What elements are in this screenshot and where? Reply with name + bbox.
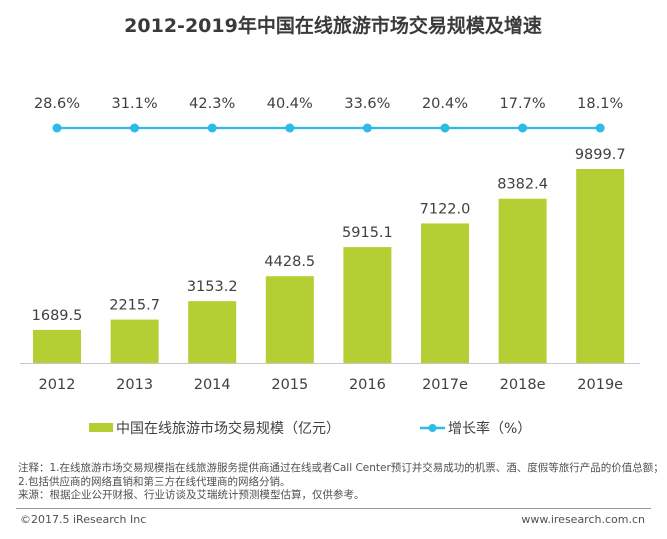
growth-point-2015 [285, 123, 295, 133]
bar-value-label: 2215.7 [109, 298, 160, 314]
growth-point-2016 [362, 123, 372, 133]
bar-2018e [498, 198, 547, 363]
note-source: 来源：根据企业公开财报、行业访谈及艾瑞统计预测模型估算，仅供参考。 [18, 489, 365, 501]
footer-divider [16, 508, 651, 509]
x-tick-label: 2017e [422, 377, 468, 393]
bar-2015 [265, 276, 314, 363]
bar-value-label: 9899.7 [575, 147, 626, 163]
x-tick-label: 2012 [39, 377, 76, 393]
legend-bar-swatch [89, 423, 113, 432]
growth-rate-label: 42.3% [189, 96, 235, 112]
notes: 注释：1.在线旅游市场交易规模指在线旅游服务提供商通过在线或者Call Cent… [18, 462, 658, 503]
growth-rate-label: 18.1% [577, 96, 623, 112]
growth-rate-label: 20.4% [422, 96, 468, 112]
bar-value-label: 7122.0 [420, 201, 471, 217]
copyright: ©2017.5 iResearch Inc [20, 513, 147, 526]
note-line-2: 2.包括供应商的网络直销和第三方在线代理商的网络分销。 [18, 475, 291, 488]
growth-rate-label: 17.7% [500, 96, 546, 112]
chart: 2012-2019年中国在线旅游市场交易规模及增速 28.6% 31.1% 42.3… [20, 14, 640, 437]
x-axis-ticks: 2012 2013 2014 2015 2016 2017e 2018e 2019e [39, 377, 624, 393]
bar-value-label: 4428.5 [264, 254, 315, 270]
growth-rate-label: 28.6% [34, 96, 80, 112]
growth-point-2018e [518, 123, 528, 133]
growth-rate-label: 33.6% [344, 96, 390, 112]
chart-title: 2012-2019年中国在线旅游市场交易规模及增速 [124, 14, 542, 37]
bar-value-label: 1689.5 [32, 308, 83, 324]
legend: 中国在线旅游市场交易规模（亿元） 增长率（%） [89, 420, 531, 437]
growth-point-2014 [207, 123, 217, 133]
x-tick-label: 2018e [500, 377, 546, 393]
x-tick-label: 2013 [116, 377, 153, 393]
growth-rate-label: 31.1% [112, 96, 158, 112]
x-tick-label: 2016 [349, 377, 386, 393]
growth-point-2019e [595, 123, 605, 133]
bar-2012 [33, 329, 81, 363]
bar-value-label: 8382.4 [497, 177, 548, 193]
x-tick-label: 2014 [194, 377, 231, 393]
bar-value-label: 3153.2 [187, 279, 238, 295]
bar-value-label: 5915.1 [342, 225, 393, 241]
note-line-1: 注释：1.在线旅游市场交易规模指在线旅游服务提供商通过在线或者Call Cent… [18, 462, 658, 474]
bar-2017e [421, 223, 469, 363]
growth-rate-series: 28.6% 31.1% 42.3% 40.4% 33.6% 20.4% 17.7% 18.1% [34, 96, 623, 133]
bar-2013 [110, 319, 159, 363]
legend-line-marker [428, 424, 437, 432]
growth-point-2017e [440, 123, 450, 133]
market-size-series: 1689.5 2215.7 3153.2 4428.5 5915.1 7122.0 8382… [32, 147, 626, 363]
x-tick-label: 2019e [577, 377, 623, 393]
bar-2014 [188, 301, 237, 363]
bar-2019e [576, 169, 625, 363]
growth-point-2012 [52, 123, 62, 133]
growth-point-2013 [130, 123, 140, 133]
bar-2016 [343, 247, 392, 363]
website: www.iresearch.com.cn [521, 513, 645, 526]
growth-rate-label: 40.4% [267, 96, 313, 112]
legend-bar-label: 中国在线旅游市场交易规模（亿元） [116, 420, 340, 437]
x-tick-label: 2015 [271, 377, 308, 393]
legend-line-label: 增长率（%） [448, 420, 531, 437]
